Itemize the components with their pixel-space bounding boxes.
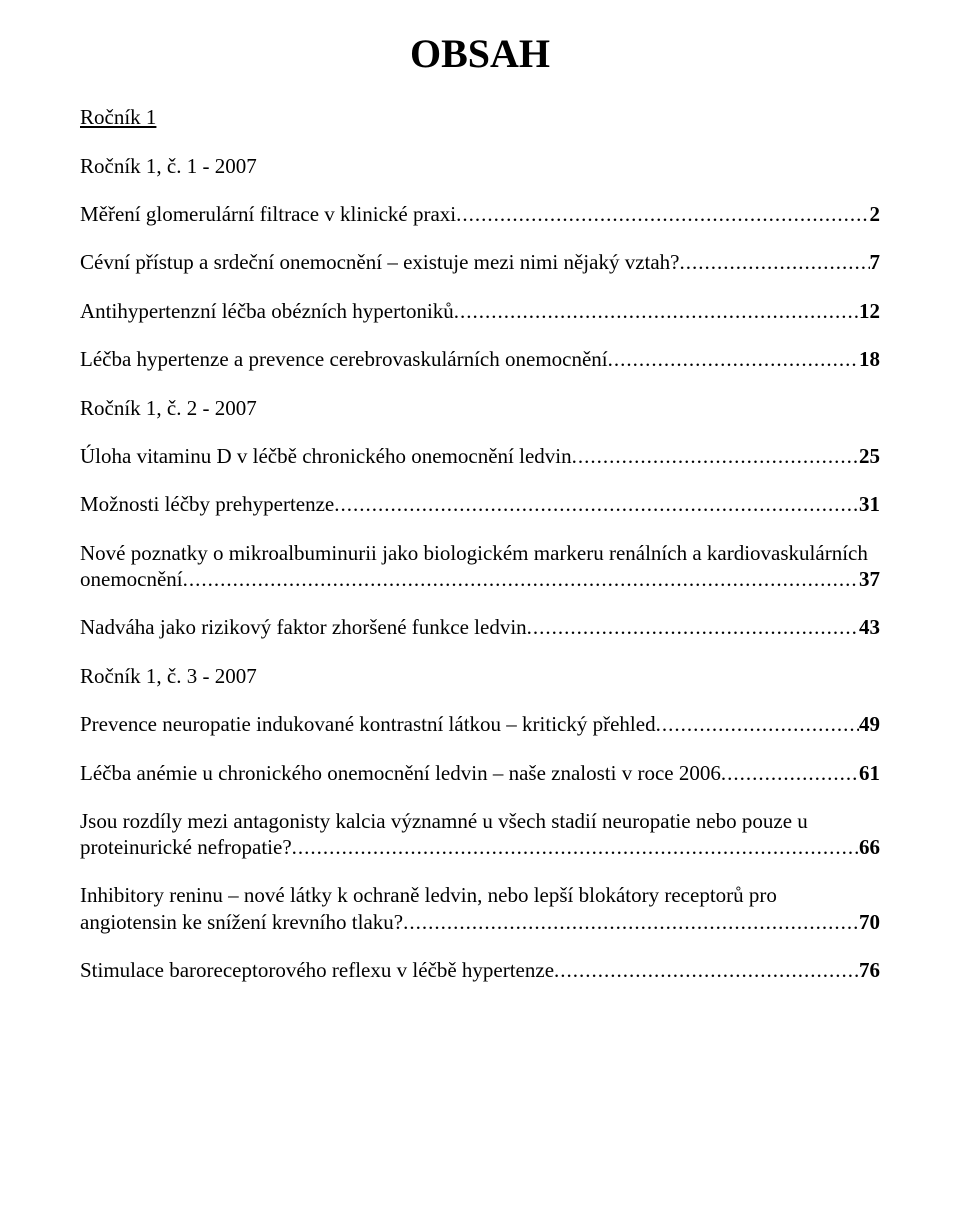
toc-entry-text: Jsou rozdíly mezi antagonisty kalcia výz… — [80, 808, 880, 834]
toc-page-number: 49 — [859, 711, 880, 737]
toc-entry: Úloha vitaminu D v léčbě chronického one… — [80, 443, 880, 469]
toc-entry-line: onemocnění 37 — [80, 566, 880, 592]
toc-entry-text: onemocnění — [80, 566, 183, 592]
toc-entry: Stimulace baroreceptorového reflexu v lé… — [80, 957, 880, 983]
toc-entry-text: Stimulace baroreceptorového reflexu v lé… — [80, 957, 554, 983]
toc-page-number: 70 — [859, 909, 880, 935]
document-page: OBSAH Ročník 1 Ročník 1, č. 1 - 2007 Měře… — [0, 0, 960, 1227]
toc-entry: Nadváha jako rizikový faktor zhoršené fu… — [80, 614, 880, 640]
page-title: OBSAH — [80, 30, 880, 77]
toc-entry-line: Nadváha jako rizikový faktor zhoršené fu… — [80, 614, 880, 640]
toc-page-number: 25 — [859, 443, 880, 469]
toc-entry-text: Prevence neuropatie indukované kontrastn… — [80, 711, 656, 737]
toc-leader-dots — [456, 201, 869, 227]
toc-entry-line: Stimulace baroreceptorového reflexu v lé… — [80, 957, 880, 983]
toc-leader-dots — [608, 346, 859, 372]
toc-entry: Možnosti léčby prehypertenze 31 — [80, 491, 880, 517]
toc-entry-line: Úloha vitaminu D v léčbě chronického one… — [80, 443, 880, 469]
toc-page-number: 61 — [859, 760, 880, 786]
toc-entry-line: proteinurické nefropatie? 66 — [80, 834, 880, 860]
toc-entry-line: Prevence neuropatie indukované kontrastn… — [80, 711, 880, 737]
issue-heading: Ročník 1, č. 3 - 2007 — [80, 664, 880, 689]
toc-entry-text: proteinurické nefropatie? — [80, 834, 292, 860]
toc-page-number: 12 — [859, 298, 880, 324]
volume-heading: Ročník 1 — [80, 105, 880, 130]
toc-entry-text: Léčba hypertenze a prevence cerebrovasku… — [80, 346, 608, 372]
toc-leader-dots — [656, 711, 859, 737]
toc-entry: Měření glomerulární filtrace v klinické … — [80, 201, 880, 227]
toc-leader-dots — [721, 760, 859, 786]
toc-entry-text: Úloha vitaminu D v léčbě chronického one… — [80, 443, 572, 469]
toc-leader-dots — [572, 443, 859, 469]
toc-page-number: 18 — [859, 346, 880, 372]
toc-entry: Jsou rozdíly mezi antagonisty kalcia výz… — [80, 808, 880, 861]
toc-entry: Léčba anémie u chronického onemocnění le… — [80, 760, 880, 786]
toc-entry-line: Léčba anémie u chronického onemocnění le… — [80, 760, 880, 786]
toc-leader-dots — [680, 249, 870, 275]
toc-entry-text: angiotensin ke snížení krevního tlaku? — [80, 909, 403, 935]
toc-entry-line: Měření glomerulární filtrace v klinické … — [80, 201, 880, 227]
toc-leader-dots — [334, 491, 859, 517]
toc-entry-text: Inhibitory reninu – nové látky k ochraně… — [80, 882, 880, 908]
toc-page-number: 7 — [870, 249, 881, 275]
toc-leader-dots — [183, 566, 859, 592]
toc-page-number: 2 — [870, 201, 881, 227]
toc-entry-text: Cévní přístup a srdeční onemocnění – exi… — [80, 249, 680, 275]
toc-page-number: 43 — [859, 614, 880, 640]
toc-leader-dots — [554, 957, 859, 983]
toc-page-number: 37 — [859, 566, 880, 592]
toc-entry-line: Možnosti léčby prehypertenze 31 — [80, 491, 880, 517]
toc-entry: Inhibitory reninu – nové látky k ochraně… — [80, 882, 880, 935]
issue-heading: Ročník 1, č. 2 - 2007 — [80, 396, 880, 421]
toc-entry-line: Antihypertenzní léčba obézních hypertoni… — [80, 298, 880, 324]
toc-entry: Cévní přístup a srdeční onemocnění – exi… — [80, 249, 880, 275]
issues-container: Ročník 1, č. 1 - 2007 Měření glomerulární… — [80, 154, 880, 983]
toc-entry: Prevence neuropatie indukované kontrastn… — [80, 711, 880, 737]
toc-entry-text: Léčba anémie u chronického onemocnění le… — [80, 760, 721, 786]
toc-entry-line: Léčba hypertenze a prevence cerebrovasku… — [80, 346, 880, 372]
toc-entry-text: Antihypertenzní léčba obézních hypertoni… — [80, 298, 454, 324]
toc-entry-text: Nové poznatky o mikroalbuminurii jako bi… — [80, 540, 880, 566]
toc-page-number: 31 — [859, 491, 880, 517]
toc-entry-text: Měření glomerulární filtrace v klinické … — [80, 201, 456, 227]
toc-entry-line: angiotensin ke snížení krevního tlaku? 70 — [80, 909, 880, 935]
issue-heading: Ročník 1, č. 1 - 2007 — [80, 154, 880, 179]
toc-entry: Antihypertenzní léčba obézních hypertoni… — [80, 298, 880, 324]
toc-entry-text: Možnosti léčby prehypertenze — [80, 491, 334, 517]
toc-page-number: 66 — [859, 834, 880, 860]
toc-leader-dots — [292, 834, 859, 860]
toc-entry-line: Cévní přístup a srdeční onemocnění – exi… — [80, 249, 880, 275]
toc-entry-text: Nadváha jako rizikový faktor zhoršené fu… — [80, 614, 527, 640]
toc-entry: Nové poznatky o mikroalbuminurii jako bi… — [80, 540, 880, 593]
toc-leader-dots — [527, 614, 859, 640]
toc-leader-dots — [403, 909, 859, 935]
toc-entry: Léčba hypertenze a prevence cerebrovasku… — [80, 346, 880, 372]
toc-leader-dots — [454, 298, 859, 324]
toc-page-number: 76 — [859, 957, 880, 983]
